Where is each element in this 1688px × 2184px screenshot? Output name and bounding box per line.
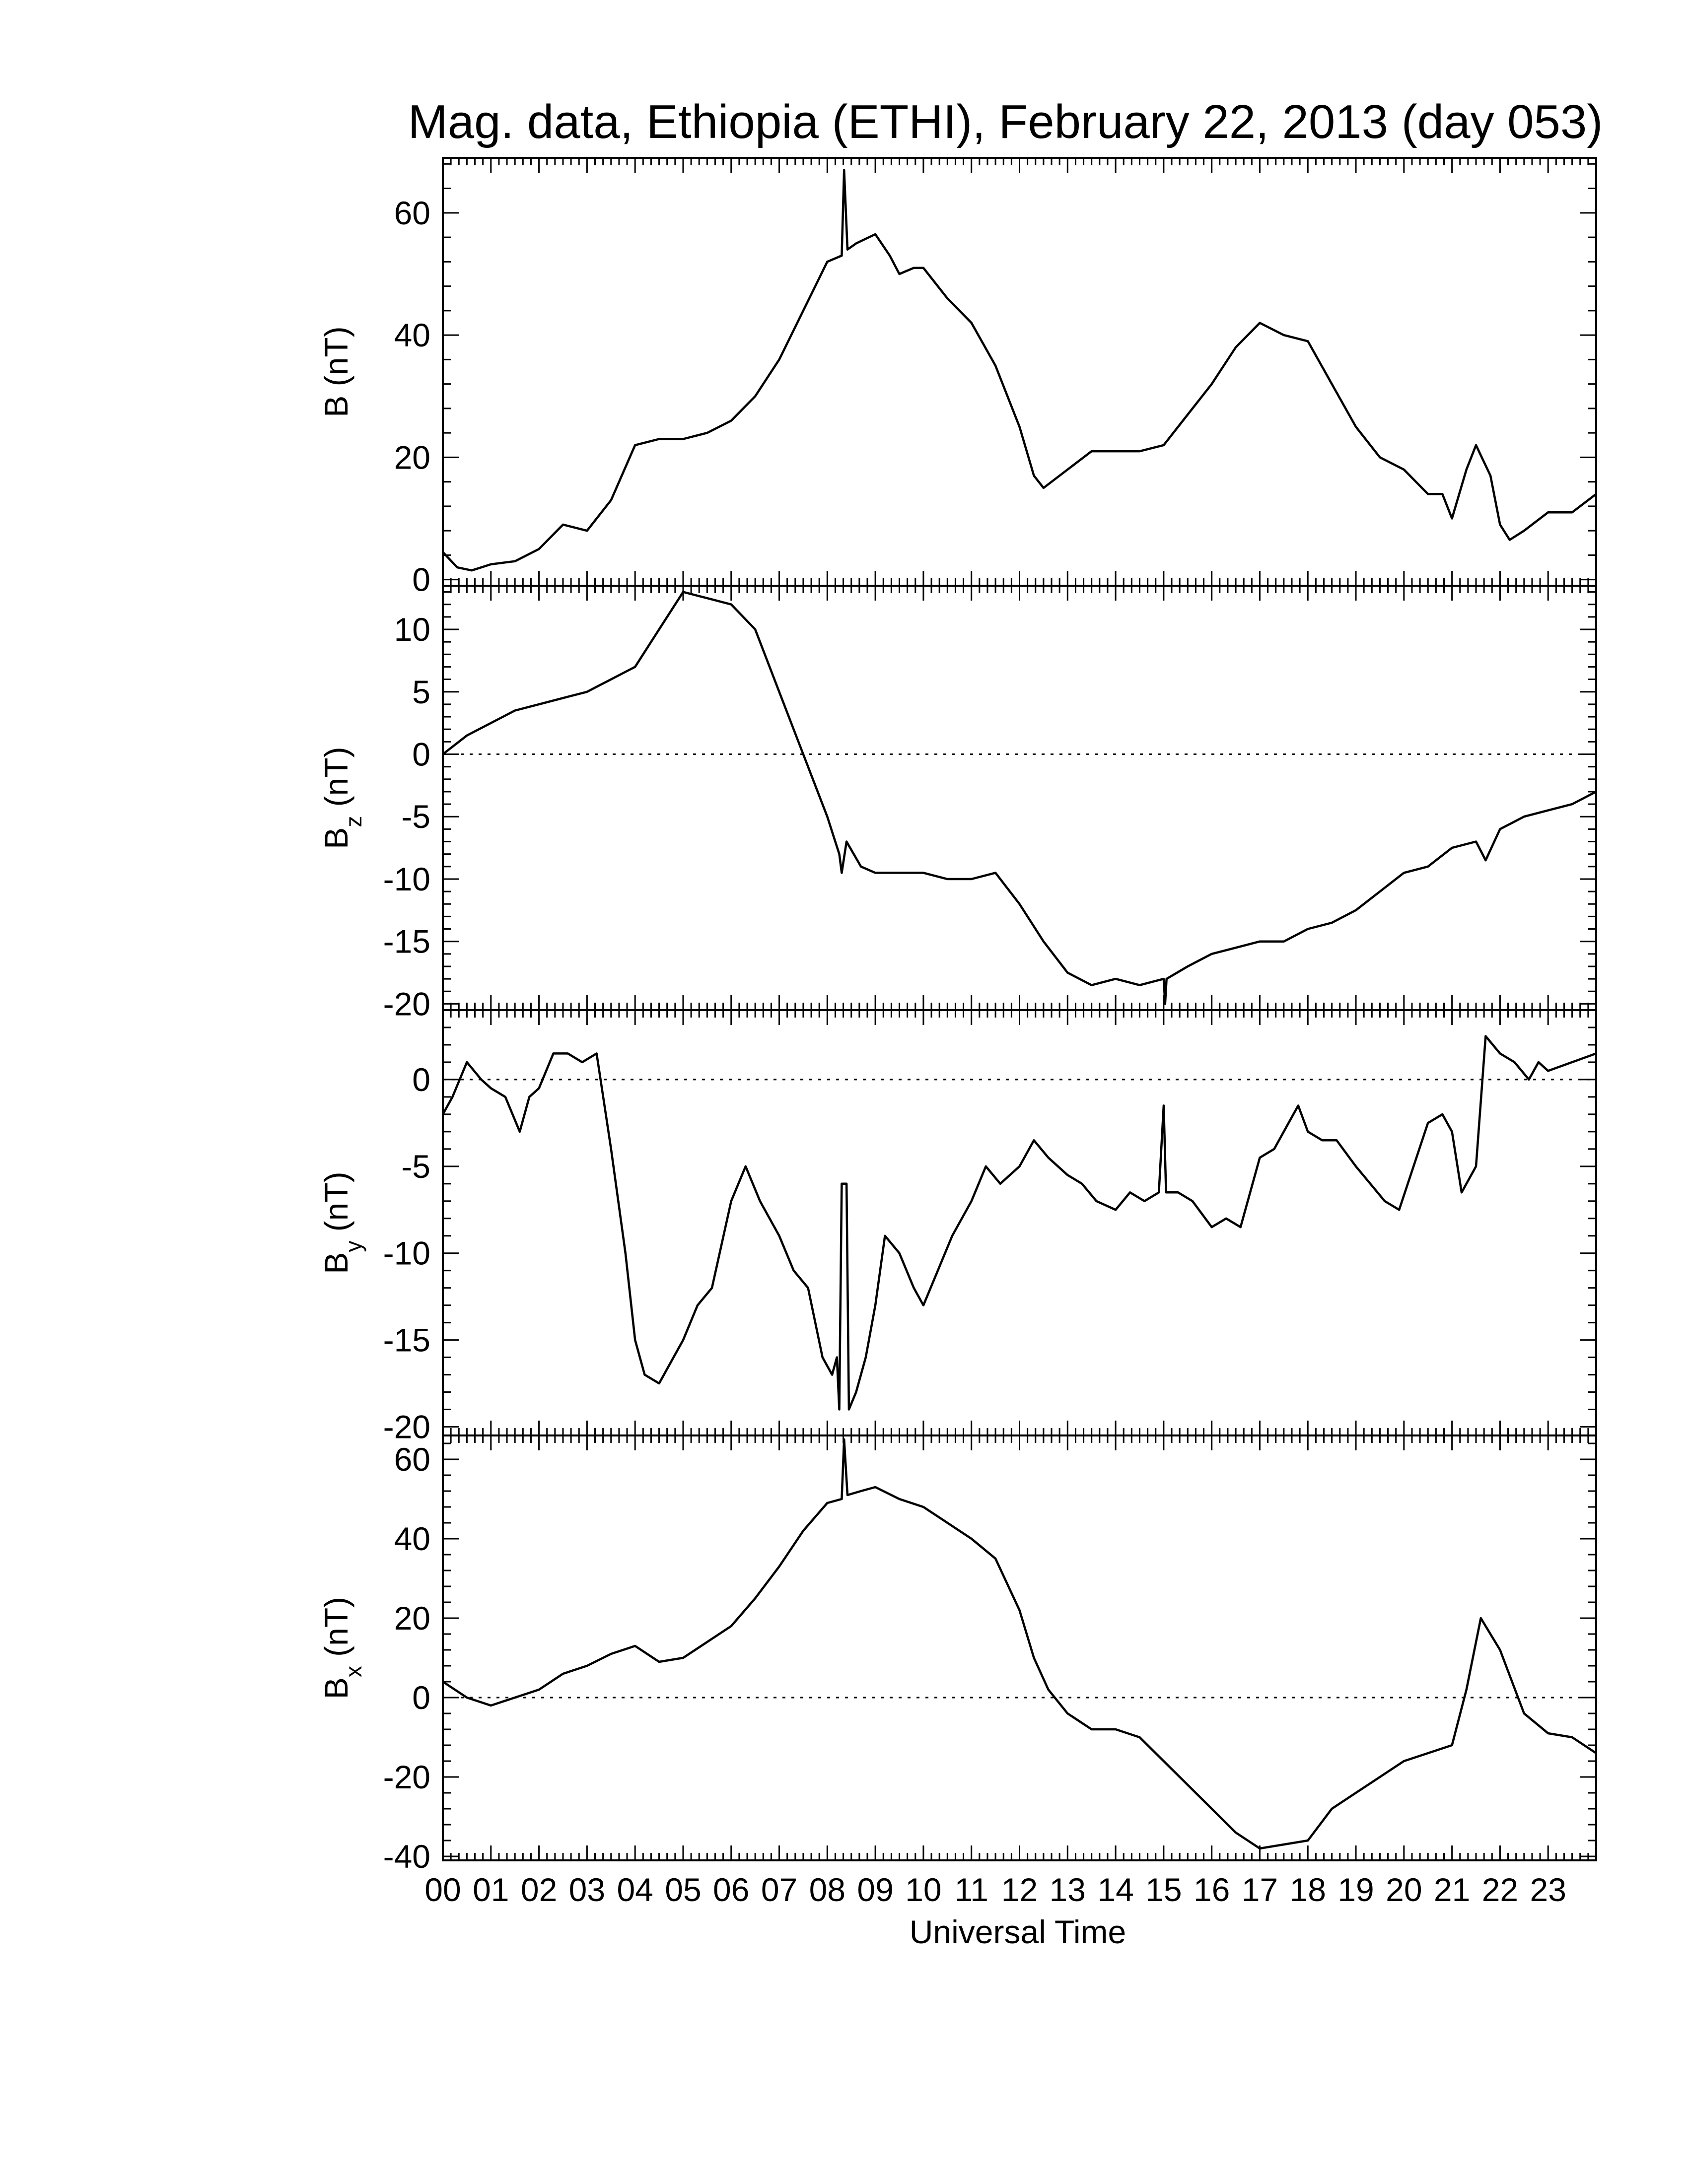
y-axis-label-unit: (nT) xyxy=(318,326,354,395)
y-tick-label: 5 xyxy=(412,674,430,710)
panel-Bz: -20 -15 -10 -5 0 5 10 Bz (nT) xyxy=(318,585,1597,1022)
y-tick-label: -10 xyxy=(383,1235,430,1272)
chart-title: Mag. data, Ethiopia (ETHI), February 22,… xyxy=(408,95,1603,148)
x-tick-label: 16 xyxy=(1194,1871,1230,1908)
y-axis-label-main: B xyxy=(318,1677,354,1699)
panel-By: -20 -15 -10 -5 0 By (nT) xyxy=(318,1009,1597,1445)
series-line-Bx xyxy=(442,1438,1597,1850)
y-axis-label: B (nT) xyxy=(318,326,354,417)
x-tick-label: 11 xyxy=(954,1871,988,1908)
x-tick-label: 06 xyxy=(713,1871,749,1908)
y-tick-label: -5 xyxy=(401,1148,430,1185)
y-tick-label: 0 xyxy=(412,561,430,598)
y-tick-label: -20 xyxy=(383,1759,430,1795)
panel-B: 0 20 40 60 B (nT) xyxy=(318,157,1597,598)
series-line-B xyxy=(442,169,1597,572)
series-line-Bz xyxy=(442,591,1597,1005)
x-tick-label: 17 xyxy=(1242,1871,1278,1908)
x-tick-label: 20 xyxy=(1386,1871,1422,1908)
y-tick-label: 20 xyxy=(394,1600,430,1637)
x-tick-label: 08 xyxy=(809,1871,845,1908)
y-axis-label-main: B xyxy=(318,396,354,417)
x-tick-label: 22 xyxy=(1482,1871,1518,1908)
y-tick-label: 40 xyxy=(394,317,430,353)
x-tick-label: 10 xyxy=(905,1871,941,1908)
y-axis-label-main: B xyxy=(318,1252,354,1274)
y-tick-label: 40 xyxy=(394,1520,430,1557)
y-axis-label-unit: (nT) xyxy=(318,1171,354,1240)
x-tick-label: 01 xyxy=(473,1871,509,1908)
y-tick-label: -10 xyxy=(383,861,430,897)
y-tick-label: 0 xyxy=(412,1679,430,1716)
x-tick-label: 04 xyxy=(617,1871,653,1908)
x-tick-label: 02 xyxy=(521,1871,557,1908)
panel-frame xyxy=(442,1009,1597,1436)
y-tick-label: -40 xyxy=(383,1838,430,1875)
panel-frame xyxy=(442,1434,1597,1861)
y-tick-label: 0 xyxy=(412,1061,430,1098)
x-tick-label: 00 xyxy=(424,1871,461,1908)
x-tick-label: 05 xyxy=(665,1871,701,1908)
y-tick-label: 10 xyxy=(394,611,430,648)
x-tick-label: 13 xyxy=(1050,1871,1086,1908)
y-tick-label: -15 xyxy=(383,923,430,960)
x-tick-label: 18 xyxy=(1290,1871,1326,1908)
y-axis-label-unit: (nT) xyxy=(318,747,354,816)
x-tick-label: 14 xyxy=(1097,1871,1133,1908)
x-axis-label: Universal Time xyxy=(910,1913,1126,1950)
panel-frame xyxy=(442,157,1597,587)
y-axis-label-main: B xyxy=(318,827,354,849)
x-tick-label: 03 xyxy=(569,1871,605,1908)
y-axis-label-subscript: z xyxy=(341,816,366,827)
x-tick-label: 09 xyxy=(857,1871,893,1908)
panel-frame xyxy=(442,585,1597,1011)
y-tick-label: 60 xyxy=(394,1441,430,1478)
x-tick-label: 21 xyxy=(1434,1871,1470,1908)
y-axis-label-subscript: x xyxy=(341,1666,366,1677)
y-axis-label: By (nT) xyxy=(318,1171,366,1274)
y-tick-label: 60 xyxy=(394,195,430,231)
y-axis-label-subscript: y xyxy=(341,1241,366,1252)
y-axis-label: Bz (nT) xyxy=(318,747,366,849)
y-tick-label: 0 xyxy=(412,736,430,772)
x-tick-label: 07 xyxy=(761,1871,797,1908)
y-tick-label: -20 xyxy=(383,985,430,1022)
x-tick-label: 19 xyxy=(1337,1871,1374,1908)
x-tick-label: 12 xyxy=(1001,1871,1038,1908)
y-axis-label: Bx (nT) xyxy=(318,1597,366,1699)
y-tick-label: -15 xyxy=(383,1322,430,1359)
x-tick-label: 23 xyxy=(1530,1871,1566,1908)
y-axis-label-unit: (nT) xyxy=(318,1597,354,1666)
x-tick-label: 15 xyxy=(1145,1871,1182,1908)
y-tick-label: -20 xyxy=(383,1409,430,1445)
series-line-By xyxy=(442,1035,1597,1411)
y-tick-label: -5 xyxy=(401,798,430,835)
y-tick-label: 20 xyxy=(394,439,430,476)
panel-Bx: -40 -20 0 20 40 60 Bx (nT) 00 01 02 03 04 05 06 07 08 09… xyxy=(318,1434,1597,1908)
